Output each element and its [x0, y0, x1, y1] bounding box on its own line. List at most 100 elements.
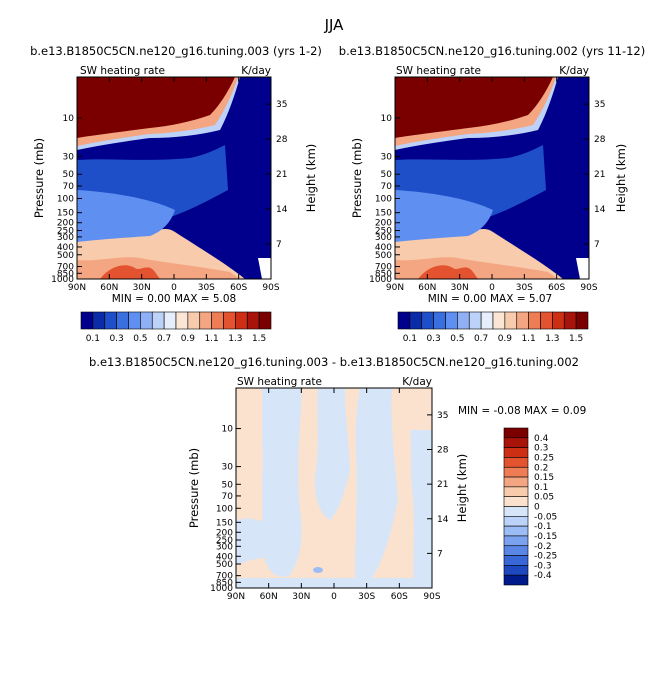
panel-1-y-axis-label: Pressure (mb): [32, 138, 46, 218]
colorbar-swatch: [503, 427, 529, 439]
y-tick-label: 200: [57, 219, 74, 229]
y-tick-label-right: 7: [276, 240, 282, 250]
y-tick-label: 200: [216, 528, 233, 538]
colorbar-swatch: [80, 311, 94, 330]
panel-1-units-label: K/day: [241, 65, 271, 77]
x-tick-label: 60S: [230, 283, 247, 293]
colorbar-label: 1.5: [569, 334, 583, 344]
y-tick-label-right: 35: [276, 100, 287, 110]
colorbar-swatch: [503, 545, 529, 556]
colorbar-label: 0.7: [474, 334, 488, 344]
colorbar-swatch: [140, 311, 153, 330]
y-tick-label: 500: [57, 251, 74, 261]
x-tick-label: 0: [331, 592, 337, 602]
y-tick-label: 400: [375, 243, 392, 253]
panel-3-negative-spot: [313, 567, 323, 573]
colorbar-swatch: [503, 447, 529, 458]
y-tick-label: 850: [375, 269, 392, 279]
colorbar-label: 0.9: [181, 334, 196, 344]
colorbar-label: 0.9: [498, 334, 513, 344]
colorbar-swatch: [503, 476, 529, 488]
colorbar-swatch: [503, 457, 529, 468]
colorbar-swatch: [503, 516, 529, 527]
panel-2-lower-blue-region: [395, 190, 493, 242]
y-tick-label: 30: [63, 152, 75, 162]
panel-2: b.e13.B1850C5CN.ne120_g16.tuning.002 (yr…: [339, 44, 645, 344]
y-tick-label: 1000: [210, 584, 233, 594]
colorbar-swatch: [480, 311, 494, 330]
x-tick-label: 0: [171, 283, 177, 293]
y-tick-label: 250: [216, 536, 233, 546]
colorbar-label: 0.05: [534, 493, 554, 503]
colorbar-label: -0.3: [534, 561, 552, 571]
x-tick-label: 60N: [418, 283, 436, 293]
x-tick-label: 90N: [386, 283, 404, 293]
panel-3-units-label: K/day: [402, 376, 432, 388]
y-tick-label-right: 28: [276, 135, 288, 145]
colorbar-label: 0.2: [534, 463, 548, 473]
y-tick-label: 150: [375, 209, 392, 219]
colorbar-label: -0.15: [534, 532, 557, 542]
colorbar-label: 0.15: [534, 473, 554, 483]
panel-2-y-axis-label: Pressure (mb): [350, 138, 364, 218]
y-tick-label: 300: [57, 233, 74, 243]
colorbar-swatch: [187, 311, 201, 330]
y-tick-label-right: 14: [437, 515, 449, 525]
panel-1-min-max: MIN = 0.00 MAX = 5.08: [112, 293, 237, 305]
x-tick-label: 30S: [516, 283, 533, 293]
panel-3-colorbar: 0.40.30.250.20.150.10.050-0.05-0.1-0.15-…: [503, 427, 557, 586]
panel-3-negative-region-e: [236, 518, 285, 565]
colorbar-swatch: [503, 565, 529, 576]
y-tick-label: 100: [57, 194, 74, 204]
colorbar-label: 1.1: [521, 334, 535, 344]
colorbar-label: 0.1: [534, 483, 548, 493]
y-tick-label: 50: [63, 170, 75, 180]
colorbar-swatch: [503, 506, 529, 517]
y-tick-label: 30: [222, 463, 234, 473]
y-tick-label: 70: [63, 182, 75, 192]
y-tick-label: 300: [375, 233, 392, 243]
y-tick-label: 500: [375, 251, 392, 261]
colorbar-swatch: [503, 437, 529, 448]
x-tick-label: 30S: [198, 283, 215, 293]
colorbar-label: 0.3: [534, 444, 548, 454]
x-tick-label: 30S: [358, 592, 375, 602]
y-tick-label-right: 35: [594, 100, 605, 110]
panel-3-plot: [235, 387, 433, 589]
y-tick-label-right: 35: [437, 411, 448, 421]
colorbar-label: -0.4: [534, 571, 552, 581]
colorbar-label: -0.05: [534, 512, 557, 522]
y-tick-label: 100: [216, 504, 233, 514]
colorbar-swatch: [421, 311, 434, 330]
y-tick-label: 1000: [369, 275, 392, 285]
panel-3-y-axis-label-right: Height (km): [455, 454, 469, 523]
y-tick-label-right: 21: [594, 170, 605, 180]
panel-2-upper-maximum: [395, 77, 553, 138]
colorbar-swatch: [116, 311, 129, 330]
panel-1-terrain-mask: [258, 258, 271, 279]
colorbar-swatch: [575, 311, 589, 330]
x-tick-label: 30N: [451, 283, 469, 293]
panel-1: b.e13.B1850C5CN.ne120_g16.tuning.003 (yr…: [30, 44, 322, 344]
colorbar-label: 0.4: [534, 434, 549, 444]
colorbar-swatch: [128, 311, 141, 330]
figure-title: JJA: [324, 16, 345, 34]
colorbar-label: 1.5: [252, 334, 266, 344]
panel-2-field-label: SW heating rate: [396, 65, 481, 77]
x-tick-label: 90S: [580, 283, 597, 293]
colorbar-label: 0.1: [403, 334, 417, 344]
colorbar-swatch: [503, 574, 529, 586]
panel-1-colorbar: 0.1 0.3 0.5 0.7 0.9 1.1 1.3 1.5: [80, 311, 272, 344]
colorbar-swatch: [468, 311, 482, 330]
colorbar-swatch: [503, 555, 529, 566]
panel-3-axis-ticks: 90N 60N 30N 0 30S 60S 90S103050701001502002503…: [210, 388, 449, 602]
y-tick-label: 10: [222, 425, 234, 435]
panel-3-field-label: SW heating rate: [237, 376, 322, 388]
colorbar-label: -0.25: [534, 552, 557, 562]
colorbar-label: 1.3: [545, 334, 559, 344]
x-tick-label: 30N: [292, 592, 310, 602]
colorbar-swatch: [503, 496, 529, 507]
y-tick-label-right: 28: [594, 135, 606, 145]
y-tick-label: 10: [381, 114, 393, 124]
x-tick-label: 90N: [227, 592, 245, 602]
